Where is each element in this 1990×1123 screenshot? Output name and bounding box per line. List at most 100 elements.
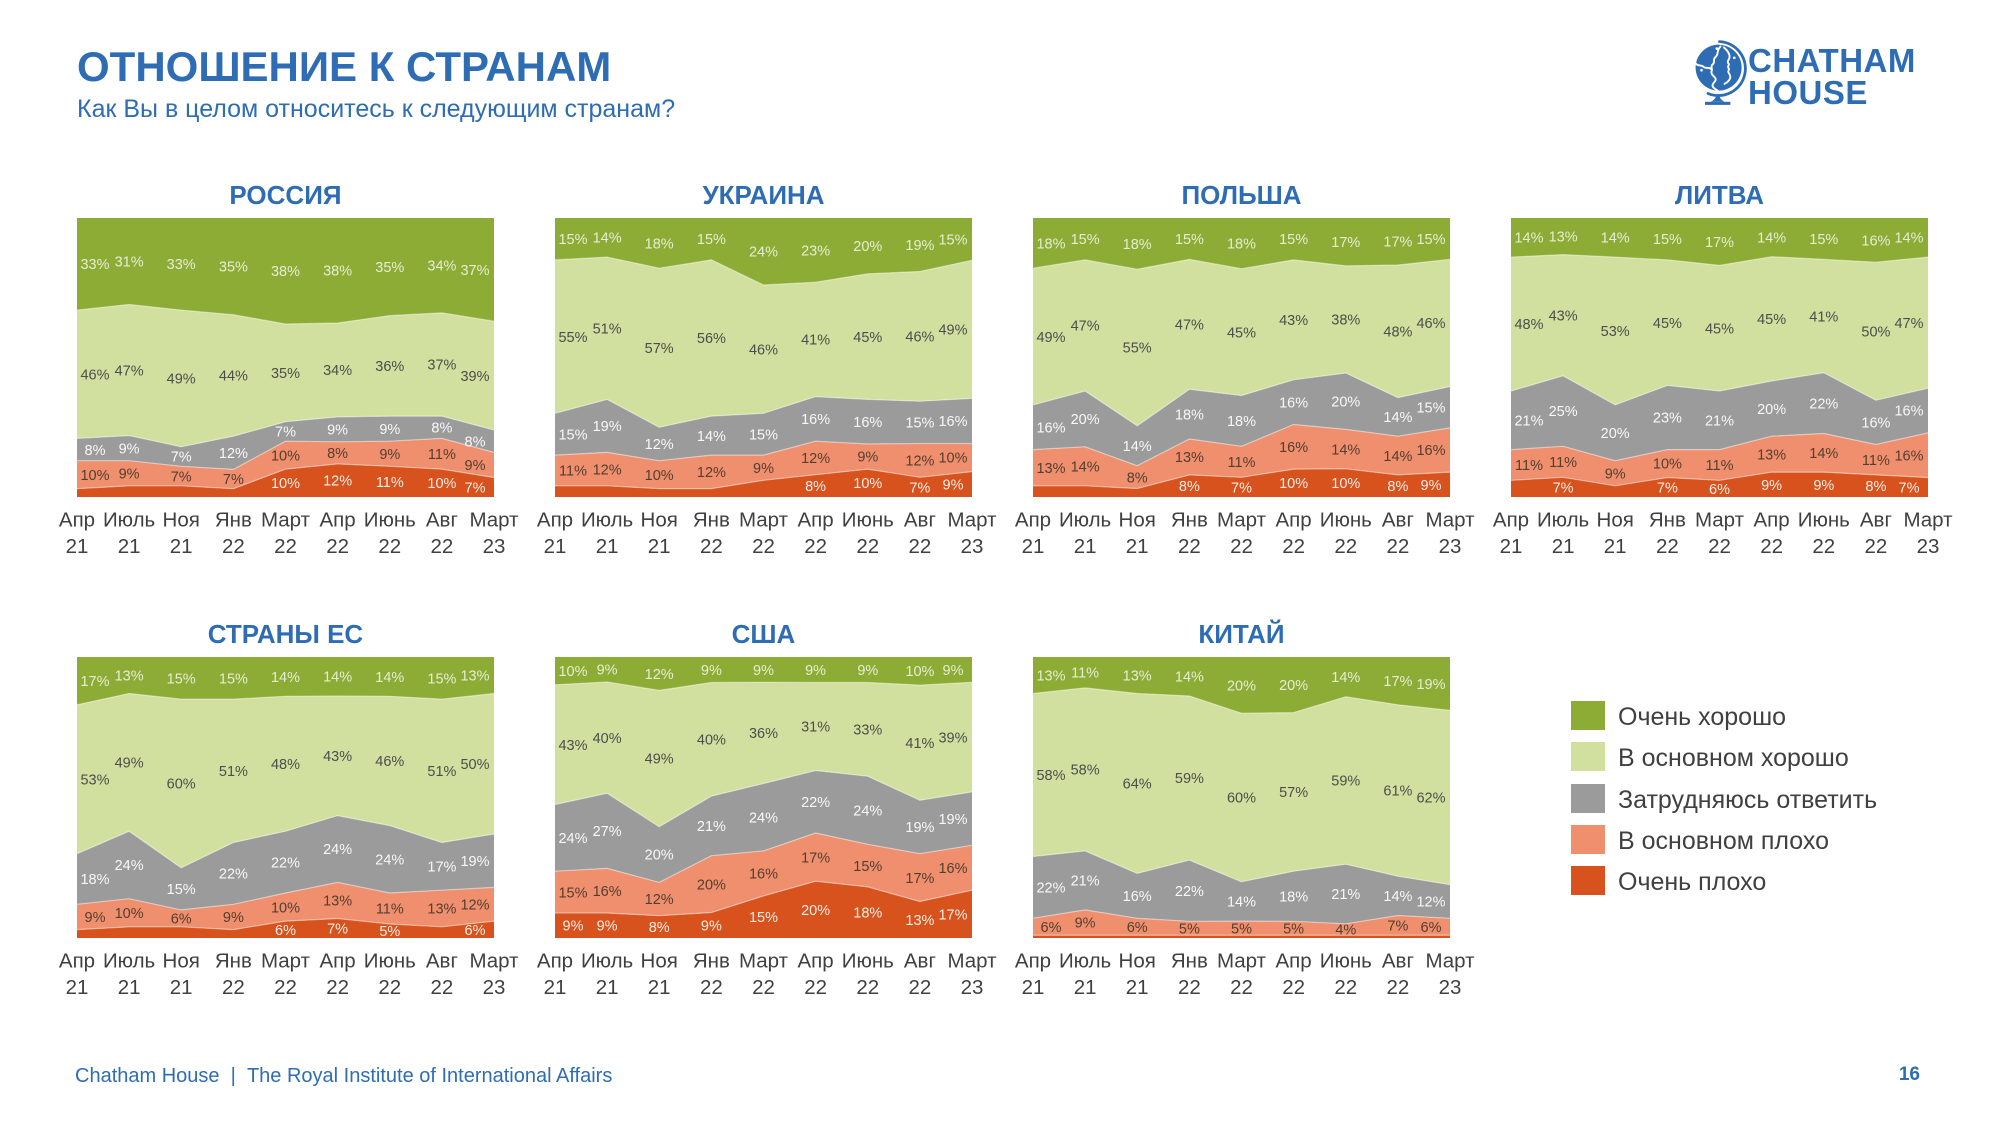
svg-text:17%: 17% [1705, 235, 1734, 251]
svg-text:Июль: Июль [103, 509, 155, 532]
svg-text:14%: 14% [1123, 439, 1152, 455]
svg-text:21: 21 [1500, 535, 1523, 558]
svg-text:В основном плохо: В основном плохо [1618, 827, 1829, 855]
svg-text:6%: 6% [1421, 920, 1442, 936]
svg-text:22%: 22% [1809, 396, 1838, 412]
svg-text:49%: 49% [645, 752, 674, 768]
svg-text:36%: 36% [375, 359, 404, 375]
svg-text:22: 22 [222, 535, 245, 558]
svg-text:21: 21 [66, 535, 89, 558]
svg-text:Март: Март [947, 950, 997, 973]
svg-text:12%: 12% [645, 667, 674, 683]
svg-text:Апр: Апр [59, 950, 95, 973]
svg-text:21: 21 [544, 535, 567, 558]
svg-text:Июль: Июль [581, 509, 633, 532]
svg-text:21: 21 [66, 976, 89, 999]
svg-text:Март: Март [1425, 950, 1475, 973]
svg-text:9%: 9% [379, 422, 400, 438]
svg-text:10%: 10% [1331, 476, 1360, 492]
svg-text:59%: 59% [1175, 771, 1204, 787]
svg-text:9%: 9% [119, 467, 140, 483]
svg-text:22: 22 [1282, 976, 1305, 999]
svg-text:7%: 7% [1899, 480, 1920, 496]
svg-text:CHATHAM: CHATHAM [1748, 42, 1916, 79]
svg-text:В основном хорошо: В основном хорошо [1618, 744, 1849, 772]
svg-text:15%: 15% [905, 416, 934, 432]
svg-text:13%: 13% [427, 902, 456, 918]
svg-text:14%: 14% [1331, 670, 1360, 686]
svg-text:13%: 13% [1123, 669, 1152, 685]
svg-text:27%: 27% [593, 824, 622, 840]
svg-text:21: 21 [1552, 535, 1575, 558]
svg-text:9%: 9% [857, 450, 878, 466]
svg-text:Июнь: Июнь [1798, 509, 1850, 532]
svg-text:22: 22 [274, 535, 297, 558]
svg-text:7%: 7% [1231, 480, 1252, 496]
svg-text:8%: 8% [465, 434, 486, 450]
svg-text:39%: 39% [460, 369, 489, 385]
svg-text:Июль: Июль [1537, 509, 1589, 532]
svg-text:16%: 16% [1279, 395, 1308, 411]
svg-text:24%: 24% [375, 853, 404, 869]
svg-text:16%: 16% [1123, 889, 1152, 905]
svg-text:9%: 9% [85, 910, 106, 926]
svg-text:41%: 41% [1809, 309, 1838, 325]
svg-text:43%: 43% [323, 749, 352, 765]
svg-text:16%: 16% [1279, 440, 1308, 456]
svg-text:8%: 8% [327, 446, 348, 462]
svg-text:21: 21 [1126, 976, 1149, 999]
svg-text:31%: 31% [115, 254, 144, 270]
svg-text:25%: 25% [1549, 404, 1578, 420]
svg-text:21: 21 [648, 976, 671, 999]
svg-text:15%: 15% [697, 232, 726, 248]
svg-text:45%: 45% [1653, 316, 1682, 332]
svg-text:Март: Март [261, 509, 311, 532]
svg-text:9%: 9% [597, 663, 618, 679]
svg-text:22: 22 [1708, 535, 1731, 558]
svg-text:22: 22 [1656, 535, 1679, 558]
svg-text:Апр: Апр [1276, 950, 1312, 973]
svg-text:17%: 17% [1383, 674, 1412, 690]
svg-text:6%: 6% [465, 923, 486, 939]
svg-text:8%: 8% [805, 479, 826, 495]
svg-text:Март: Март [739, 950, 789, 973]
svg-text:45%: 45% [853, 330, 882, 346]
svg-text:15%: 15% [558, 427, 587, 443]
svg-text:18%: 18% [1036, 236, 1065, 252]
svg-text:22: 22 [274, 976, 297, 999]
svg-text:53%: 53% [80, 772, 109, 788]
svg-text:16%: 16% [853, 415, 882, 431]
svg-text:22: 22 [908, 535, 931, 558]
svg-text:Март: Март [1903, 509, 1953, 532]
svg-text:6%: 6% [1041, 920, 1062, 936]
svg-text:7%: 7% [465, 480, 486, 496]
svg-text:9%: 9% [805, 663, 826, 679]
svg-text:УКРАИНА: УКРАИНА [702, 180, 824, 210]
svg-text:46%: 46% [80, 367, 109, 383]
svg-text:5%: 5% [1283, 922, 1304, 938]
svg-text:10%: 10% [1279, 476, 1308, 492]
svg-text:23: 23 [1917, 535, 1940, 558]
svg-text:45%: 45% [1227, 325, 1256, 341]
svg-text:9%: 9% [597, 919, 618, 935]
svg-text:34%: 34% [427, 259, 456, 275]
svg-text:11%: 11% [376, 475, 404, 491]
svg-text:15%: 15% [853, 859, 882, 875]
svg-text:14%: 14% [1227, 895, 1256, 911]
svg-text:КИТАЙ: КИТАЙ [1198, 619, 1284, 649]
svg-text:15%: 15% [558, 232, 587, 248]
svg-text:Март: Март [469, 509, 519, 532]
svg-text:18%: 18% [645, 236, 674, 252]
svg-text:7%: 7% [1657, 480, 1678, 496]
svg-text:15%: 15% [427, 671, 456, 687]
svg-text:Апр: Апр [798, 509, 834, 532]
svg-text:Июль: Июль [103, 950, 155, 973]
svg-text:21: 21 [1022, 976, 1045, 999]
svg-text:Ноя: Ноя [1119, 950, 1156, 973]
svg-text:9%: 9% [1421, 478, 1442, 494]
svg-text:14%: 14% [697, 429, 726, 445]
svg-text:12%: 12% [219, 446, 248, 462]
svg-text:6%: 6% [171, 912, 192, 928]
svg-text:9%: 9% [1075, 916, 1096, 932]
svg-text:16%: 16% [1894, 404, 1923, 420]
